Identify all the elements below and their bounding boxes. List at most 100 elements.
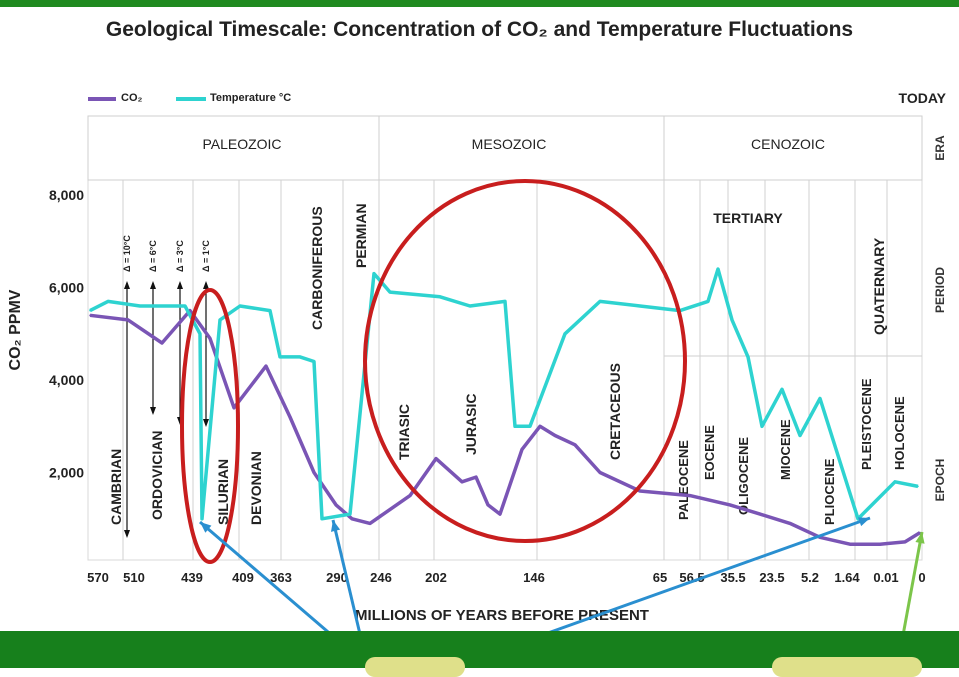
co2-point [475,476,477,478]
co2-point [729,504,731,506]
temperature-point [894,480,896,483]
temperature-point [717,268,719,270]
row-label: EPOCH [933,459,947,502]
temperature-point [639,305,641,307]
co2-point [574,443,576,446]
co2-point [435,457,437,460]
temperature-point [564,332,566,335]
x-tick-label: 1.64 [834,570,860,585]
temperature-point [199,332,201,335]
delta-label: Δ = 6°C [148,240,158,272]
temperature-point [514,425,516,428]
co2-point [487,504,489,506]
co2-point [689,494,691,497]
x-tick-label: 409 [232,570,254,585]
chart-title: Geological Timescale: Concentration of C… [105,18,854,41]
x-tick-label: 56.5 [679,570,704,585]
temperature-point [707,300,709,303]
era-label: PALEOZOIC [202,136,281,152]
x-tick-label: 510 [123,570,145,585]
epoch-label: OLIGOCENE [736,437,751,515]
temperature-point [299,356,301,358]
delta-arrowhead [203,281,209,289]
co2-point [639,490,641,492]
plot-area [87,115,923,561]
x-tick-label: 23.5 [759,570,784,585]
today-label: TODAY [899,90,947,106]
callout-right [772,657,922,677]
period-label: JURASIC [463,394,479,455]
temperature-point [469,305,471,307]
epoch-label: MIOCENE [778,419,793,480]
temperature-point [761,425,763,428]
temperature-point [389,291,391,293]
temperature-point [139,305,141,307]
co2-point [335,504,337,506]
co2-point [313,471,315,474]
co2-point [554,434,556,437]
callout-left [365,657,465,677]
epoch-label: PALEOCENE [676,440,691,520]
x-tick-label: 202 [425,570,447,585]
temperature-point [599,300,601,303]
highlight-circle-mesozoic [363,179,687,543]
era-label: MESOZOIC [472,136,547,152]
delta-label: Δ = 1°C [201,240,211,272]
temperature-point [819,397,821,400]
y-tick-label: 2,000 [49,465,84,481]
x-tick-label: 439 [181,570,203,585]
co2-point [904,541,906,543]
period-label: TERTIARY [713,210,783,226]
temperature-point [529,425,531,428]
co2-point [161,342,163,344]
era-row [87,115,923,181]
temperature-point [201,517,203,520]
era-label: CENOZOIC [751,136,825,152]
co2-point [265,365,267,367]
temperature-point [731,319,733,321]
temperature-point [107,300,109,303]
period-label: PERMIAN [353,203,369,268]
temperature-point [349,513,351,515]
y-tick-label: 8,000 [49,187,84,203]
delta-arrowhead [150,281,156,289]
period-label: CAMBRIAN [108,449,124,525]
x-tick-label: 363 [270,570,292,585]
temperature-point [269,309,271,312]
row-label: PERIOD [933,267,947,313]
co2-point [879,543,881,545]
period-label: ORDOVICIAN [149,431,165,520]
co2-point [599,471,601,474]
period-label: TRIASIC [396,404,412,460]
co2-point [351,517,353,520]
co2-point [759,513,761,515]
co2-point [209,337,211,340]
temperature-point [174,305,176,307]
arrow-to-silurian-head [200,522,212,533]
legend-co2-label: CO₂ [121,92,143,104]
x-tick-label: 290 [326,570,348,585]
row-label: ERA [933,135,947,161]
co2-point [539,425,541,428]
x-tick-label: 246 [370,570,392,585]
temperature-point [279,356,281,358]
arrow-to-carboniferous-head [330,520,341,532]
x-tick-label: 570 [87,570,109,585]
temperature-point [917,485,919,488]
y-axis-label: CO₂ PPMV [7,289,24,370]
co2-point [289,416,291,418]
co2-point [233,406,235,409]
x-tick-label: 146 [523,570,545,585]
co2-point [521,448,523,451]
y-tick-label: 6,000 [49,280,84,296]
x-tick-label: 0.01 [873,570,898,585]
period-label: QUATERNARY [871,237,887,335]
top-band [0,0,959,7]
y-tick-label: 4,000 [49,372,84,388]
delta-arrowhead [124,281,130,289]
temperature-point [747,356,749,358]
co2-point [127,319,129,321]
temperature-point [321,517,323,520]
x-tick-label: 5.2 [801,570,819,585]
